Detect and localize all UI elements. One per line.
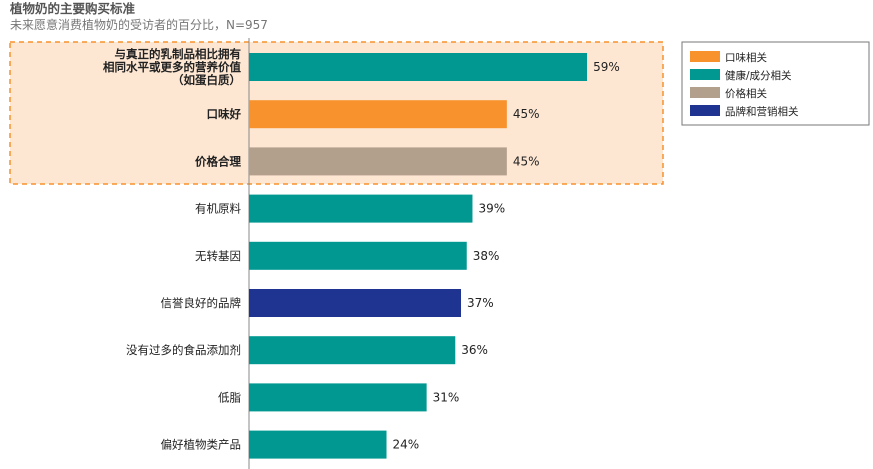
value-label: 37% [467,296,494,310]
value-label: 24% [393,438,420,452]
value-label: 45% [513,107,540,121]
category-label: 信誉良好的品牌 [161,296,242,310]
legend-label: 品牌和营销相关 [725,105,799,118]
legend-swatch [690,51,720,62]
chart-subtitle: 未来愿意消费植物奶的受访者的百分比，N=957 [10,17,268,32]
bar [249,53,588,81]
legend-swatch [690,69,720,80]
legend-swatch [690,87,720,98]
bar [249,241,467,270]
category-label: 没有过多的食品添加剂 [126,343,241,357]
bar [249,100,507,129]
category-label: 与真正的乳制品相比拥有相同水平或更多的营养价值（如蛋白质） [103,47,241,87]
category-label: 口味好 [207,107,242,121]
legend-swatch [690,105,720,116]
bar [249,147,507,176]
bar [249,430,387,459]
category-label: 无转基因 [195,249,241,263]
category-label: 有机原料 [195,202,241,216]
bar [249,194,473,223]
bar [249,289,462,317]
bar [249,336,456,365]
bar [249,383,427,412]
value-label: 36% [461,343,488,357]
value-label: 38% [473,249,500,263]
category-label: 低脂 [218,390,241,404]
legend-label: 价格相关 [725,87,767,100]
chart-title: 植物奶的主要购买标准 [9,1,136,16]
category-label: 偏好植物类产品 [161,438,242,452]
value-label: 31% [433,390,460,404]
legend-label: 口味相关 [725,51,767,64]
value-label: 39% [478,202,505,216]
value-label: 59% [593,60,620,74]
value-label: 45% [513,154,540,168]
legend-label: 健康/成分相关 [725,69,792,82]
category-label: 价格合理 [195,154,241,168]
